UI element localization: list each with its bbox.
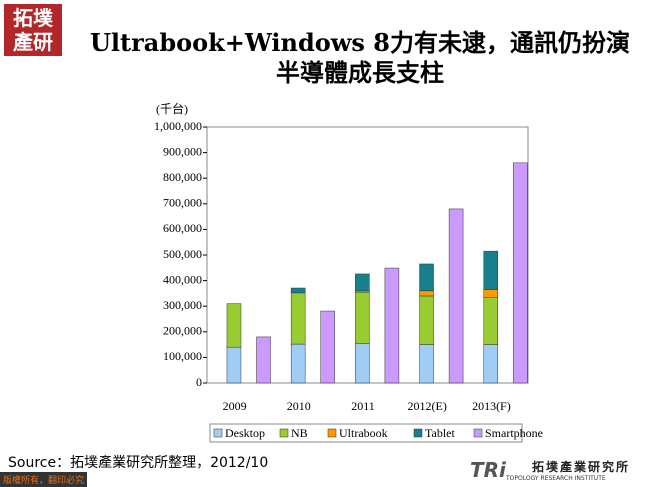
x-tick-label: 2010 xyxy=(287,399,311,413)
y-tick-label: 100,000 xyxy=(163,349,202,363)
bar-segment xyxy=(483,250,499,290)
x-tick-label: 2009 xyxy=(223,399,247,413)
y-tick-label: 500,000 xyxy=(163,247,202,261)
y-tick-label: 600,000 xyxy=(163,221,202,235)
y-tick-label: 300,000 xyxy=(163,298,202,312)
x-tick-label: 2012(E) xyxy=(408,399,447,413)
legend-label: Tablet xyxy=(425,426,455,440)
bar-segment xyxy=(419,344,434,384)
bar-segment xyxy=(355,343,370,384)
y-axis-label: (千台) xyxy=(156,101,188,116)
legend-label: NB xyxy=(291,426,308,440)
x-tick-label: 2013(F) xyxy=(472,399,511,413)
logo: 拓墣產研 xyxy=(4,4,62,56)
brand-mark: TRi xyxy=(470,458,506,482)
source: Source：拓墣產業研究所整理，2012/10 xyxy=(8,455,269,471)
legend-label: Smartphone xyxy=(485,426,543,440)
legend-swatch xyxy=(327,428,337,438)
bar-segment xyxy=(419,263,434,292)
chart-title: Ultrabook+Windows 8力有未逮，通訊仍扮演半導體成長支柱 xyxy=(90,28,630,87)
y-tick-label: 900,000 xyxy=(163,144,202,158)
legend-swatch xyxy=(279,428,289,438)
bar-segment xyxy=(226,346,242,384)
legend-swatch xyxy=(413,428,423,438)
legend-box xyxy=(209,423,523,443)
bar-segment xyxy=(320,310,335,384)
bar-segment xyxy=(448,208,464,384)
footer: 版權所有，翻印必究 xyxy=(0,472,88,487)
y-tick-label: 1,000,000 xyxy=(154,119,202,133)
y-tick-label: 200,000 xyxy=(163,324,202,338)
legend-label: Ultrabook xyxy=(339,426,388,440)
bar-segment xyxy=(483,296,499,345)
y-tick-label: 700,000 xyxy=(163,196,202,210)
bar-segment xyxy=(483,344,499,384)
bar-segment xyxy=(419,295,434,345)
legend-label: Desktop xyxy=(225,426,265,440)
bar-segment xyxy=(419,290,434,297)
legend-swatch xyxy=(473,428,483,438)
bar-segment xyxy=(355,291,370,344)
bar-segment xyxy=(290,343,306,384)
bar-segment xyxy=(355,273,370,292)
x-tick-label: 2011 xyxy=(351,399,375,413)
y-tick-label: 800,000 xyxy=(163,170,202,184)
bar-segment xyxy=(290,287,306,294)
bar-segment xyxy=(483,289,499,298)
bar-segment xyxy=(226,303,242,348)
legend-swatch xyxy=(213,428,223,438)
bar-segment xyxy=(513,162,528,384)
brand-name: 拓墣產業研究所 xyxy=(532,460,631,474)
brand-name-en: TOPOLOGY RESEARCH INSTITUTE xyxy=(506,475,606,482)
bar-segment xyxy=(256,336,271,384)
bar-segment xyxy=(384,267,400,384)
y-tick-label: 400,000 xyxy=(163,272,202,286)
bar-segment xyxy=(290,292,306,345)
y-tick-label: 0 xyxy=(196,375,202,389)
